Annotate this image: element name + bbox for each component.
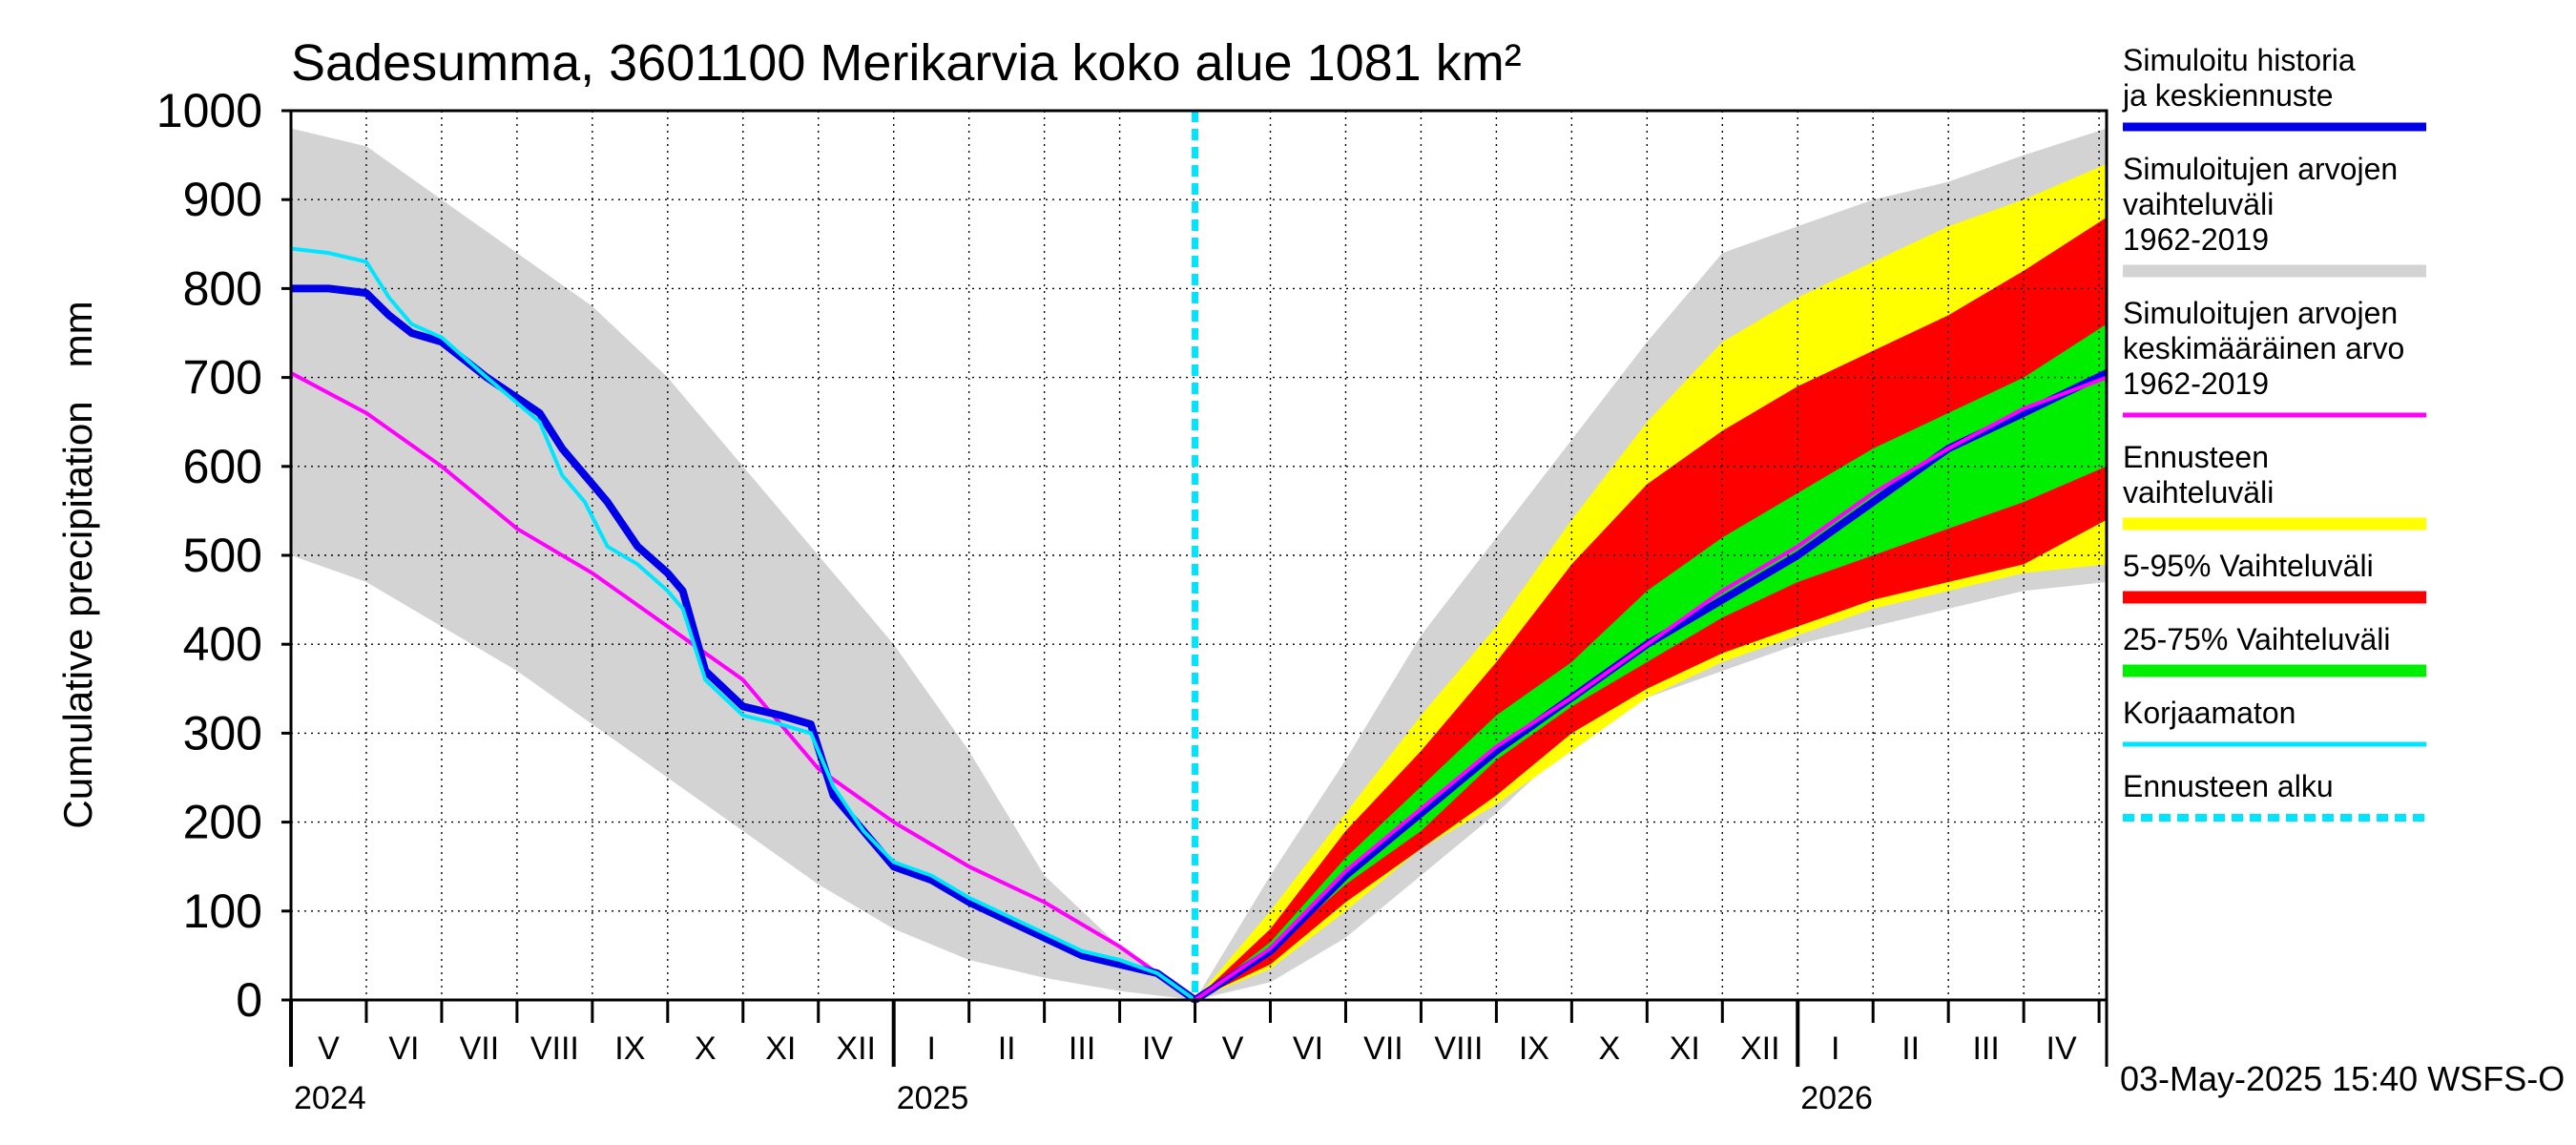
legend-label-3: keskimääräinen arvo — [2123, 331, 2404, 365]
y-tick-label: 600 — [183, 440, 262, 493]
month-label: VIII — [1434, 1030, 1483, 1067]
y-tick-label: 200 — [183, 796, 262, 849]
legend-label-6: 25-75% Vaihteluväli — [2123, 622, 2390, 656]
month-label: VII — [460, 1030, 500, 1067]
y-axis-label: Cumulative precipitation mm — [55, 301, 100, 828]
y-tick-label: 500 — [183, 529, 262, 582]
month-label: X — [695, 1030, 717, 1067]
month-label: VIII — [530, 1030, 579, 1067]
legend-label-7: Korjaamaton — [2123, 696, 2296, 730]
y-tick-label: 0 — [236, 973, 262, 1027]
legend-label-2: Simuloitujen arvojen — [2123, 152, 2398, 186]
mean-line-history — [290, 371, 1196, 1002]
month-label: X — [1599, 1030, 1621, 1067]
legend-label-4: vaihteluväli — [2123, 475, 2274, 510]
y-tick-label: 300 — [183, 706, 262, 760]
month-label: XI — [1670, 1030, 1700, 1067]
y-tick-label: 100 — [183, 885, 262, 938]
month-label: IX — [1519, 1030, 1549, 1067]
legend-label-2: vaihteluväli — [2123, 187, 2274, 221]
forecast-mean-line — [1194, 375, 2108, 1002]
y-tick-label: 1000 — [156, 84, 262, 137]
year-label: 2025 — [897, 1080, 969, 1116]
month-label: XII — [1740, 1030, 1780, 1067]
month-label: IX — [614, 1030, 645, 1067]
legend-label-3: Simuloitujen arvojen — [2123, 296, 2398, 330]
month-label: II — [998, 1030, 1016, 1067]
range-25-75-band — [1195, 323, 2107, 1000]
year-label: 2024 — [294, 1080, 366, 1116]
legend-label-4: Ennusteen — [2123, 440, 2269, 474]
uncorrected-line — [290, 246, 1196, 1002]
legend-label-2: 1962-2019 — [2123, 222, 2269, 257]
y-tick-label: 900 — [183, 173, 262, 226]
month-label: VI — [1293, 1030, 1323, 1067]
month-label: V — [1222, 1030, 1244, 1067]
y-tick-label: 700 — [183, 351, 262, 405]
month-label: XII — [836, 1030, 876, 1067]
month-label: VII — [1363, 1030, 1403, 1067]
legend-label-3: 1962-2019 — [2123, 366, 2269, 401]
month-label: V — [318, 1030, 340, 1067]
footer-timestamp: 03-May-2025 15:40 WSFS-O — [2120, 1059, 2565, 1098]
month-label: II — [1901, 1030, 1920, 1067]
legend-label-5: 5-95% Vaihteluväli — [2123, 549, 2374, 583]
month-label: IV — [1142, 1030, 1173, 1067]
month-label: III — [1069, 1030, 1095, 1067]
y-tick-label: 800 — [183, 261, 262, 315]
month-label: XI — [765, 1030, 796, 1067]
y-tick-label: 400 — [183, 617, 262, 671]
legend-label-8: Ennusteen alku — [2123, 769, 2334, 803]
legend-label-1: ja keskiennuste — [2122, 78, 2334, 113]
legend-label-1: Simuloitu historia — [2123, 43, 2356, 77]
history-line — [291, 284, 1197, 1004]
month-label: IV — [2046, 1030, 2077, 1067]
month-label: VI — [388, 1030, 419, 1067]
month-label: I — [1831, 1030, 1839, 1067]
chart-title: Sadesumma, 3601100 Merikarvia koko alue … — [291, 34, 1522, 92]
month-label: I — [926, 1030, 935, 1067]
month-label: III — [1972, 1030, 1999, 1067]
year-label: 2026 — [1800, 1080, 1873, 1116]
